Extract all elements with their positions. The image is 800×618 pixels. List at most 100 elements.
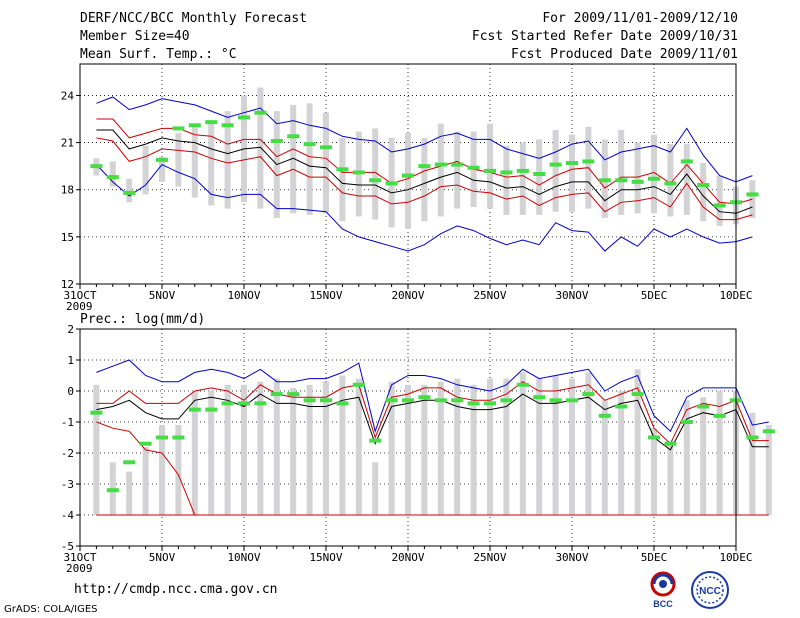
ncc-logo: NCC <box>691 571 729 609</box>
y-tick-label: -2 <box>61 447 74 460</box>
observed-mark <box>533 172 546 176</box>
variable-label: Mean Surf. Temp.: °C <box>80 47 237 62</box>
observed-mark <box>320 398 332 403</box>
grads-credit: GrADS: COLA/IGES <box>4 604 98 615</box>
observed-mark <box>303 142 316 147</box>
spread-box <box>683 144 690 215</box>
x-tick-label: 10NOV <box>227 551 260 564</box>
observed-mark <box>582 159 595 164</box>
observed-mark <box>385 181 398 186</box>
observed-mark <box>631 179 644 184</box>
spread-box <box>700 163 707 222</box>
spread-box <box>372 462 379 515</box>
forecast-produced: Fcst Produced Date 2009/11/01 <box>511 47 738 62</box>
x-tick-label: 31OCT <box>63 289 96 302</box>
spread-box <box>651 428 657 515</box>
observed-mark <box>713 203 726 208</box>
observed-mark <box>713 413 726 418</box>
spread-box <box>716 175 723 226</box>
spread-box <box>257 381 264 515</box>
spread-box <box>142 446 149 515</box>
observed-mark <box>385 398 398 403</box>
y-tick-label: 18 <box>61 184 74 197</box>
spread-box <box>405 384 411 515</box>
x-tick-label: 10DEC <box>719 289 752 302</box>
observed-mark <box>254 401 267 406</box>
observed-mark <box>336 401 349 406</box>
observed-mark <box>549 398 562 403</box>
y-tick-label: 12 <box>61 278 74 291</box>
observed-mark <box>598 413 611 418</box>
observed-mark <box>434 162 447 167</box>
x-tick-label: 5DEC <box>641 289 668 302</box>
spread-box <box>126 178 133 203</box>
observed-mark <box>615 178 628 183</box>
observed-mark <box>533 395 546 400</box>
spread-box <box>454 378 461 515</box>
observed-mark <box>205 407 218 412</box>
x-tick-label: 25NOV <box>473 551 506 564</box>
x-tick-label: 30NOV <box>555 551 588 564</box>
observed-mark <box>697 183 710 187</box>
spread-box <box>536 378 543 515</box>
observed-mark <box>270 139 283 143</box>
spread-box <box>306 103 313 215</box>
header-left: DERF/NCC/BCC Monthly Forecast Member Siz… <box>80 10 307 64</box>
observed-mark <box>648 176 660 181</box>
series-line-min <box>96 163 753 252</box>
y-tick-label: 21 <box>61 137 74 150</box>
spread-box <box>569 134 575 212</box>
observed-mark <box>484 168 496 173</box>
observed-mark <box>402 398 414 403</box>
source-url[interactable]: http://cmdp.ncc.cma.gov.cn <box>74 582 278 597</box>
observed-mark <box>369 438 382 443</box>
spread-box <box>618 391 625 515</box>
observed-mark <box>221 401 234 406</box>
spread-box <box>208 122 215 206</box>
spread-box <box>257 87 264 209</box>
spread-box <box>667 440 674 515</box>
y-tick-label: -1 <box>61 416 74 429</box>
observed-mark <box>123 460 136 465</box>
spread-box <box>405 133 411 229</box>
spread-box <box>519 142 526 215</box>
observed-mark <box>500 398 513 403</box>
spread-box <box>323 381 329 515</box>
series-line-lower <box>96 421 769 516</box>
spread-box <box>273 378 280 515</box>
x-tick-label: 5DEC <box>641 551 668 564</box>
observed-mark <box>156 157 168 162</box>
spread-box <box>241 384 247 515</box>
y-tick-label: 0 <box>67 385 74 398</box>
observed-mark <box>516 168 529 173</box>
spread-box <box>93 384 100 515</box>
series-line-lower <box>96 137 753 221</box>
series-line-max <box>96 359 769 434</box>
spread-box <box>224 111 231 209</box>
spread-box <box>339 375 346 515</box>
x-tick-label: 5NOV <box>149 551 176 564</box>
observed-mark <box>106 175 119 180</box>
spread-box <box>700 397 707 515</box>
series-line-max <box>96 96 753 183</box>
observed-mark <box>188 407 201 412</box>
forecast-started: Fcst Started Refer Date 2009/10/31 <box>471 29 738 44</box>
spread-box <box>487 123 493 209</box>
spread-box <box>159 156 165 182</box>
spread-box <box>109 161 116 187</box>
x-tick-label: 30NOV <box>555 289 588 302</box>
observed-mark <box>254 110 267 115</box>
spread-box <box>306 384 313 515</box>
observed-mark <box>270 392 283 397</box>
observed-mark <box>451 162 464 167</box>
spread-box <box>716 391 723 515</box>
spread-box <box>175 133 182 187</box>
ncc-logo-text: NCC <box>699 586 721 597</box>
spread-box <box>634 369 641 515</box>
observed-mark <box>467 165 480 170</box>
observed-mark <box>188 123 201 128</box>
observed-mark <box>369 178 382 183</box>
y-tick-label: 2 <box>67 323 74 336</box>
observed-mark <box>156 435 168 440</box>
spread-box <box>339 137 346 222</box>
